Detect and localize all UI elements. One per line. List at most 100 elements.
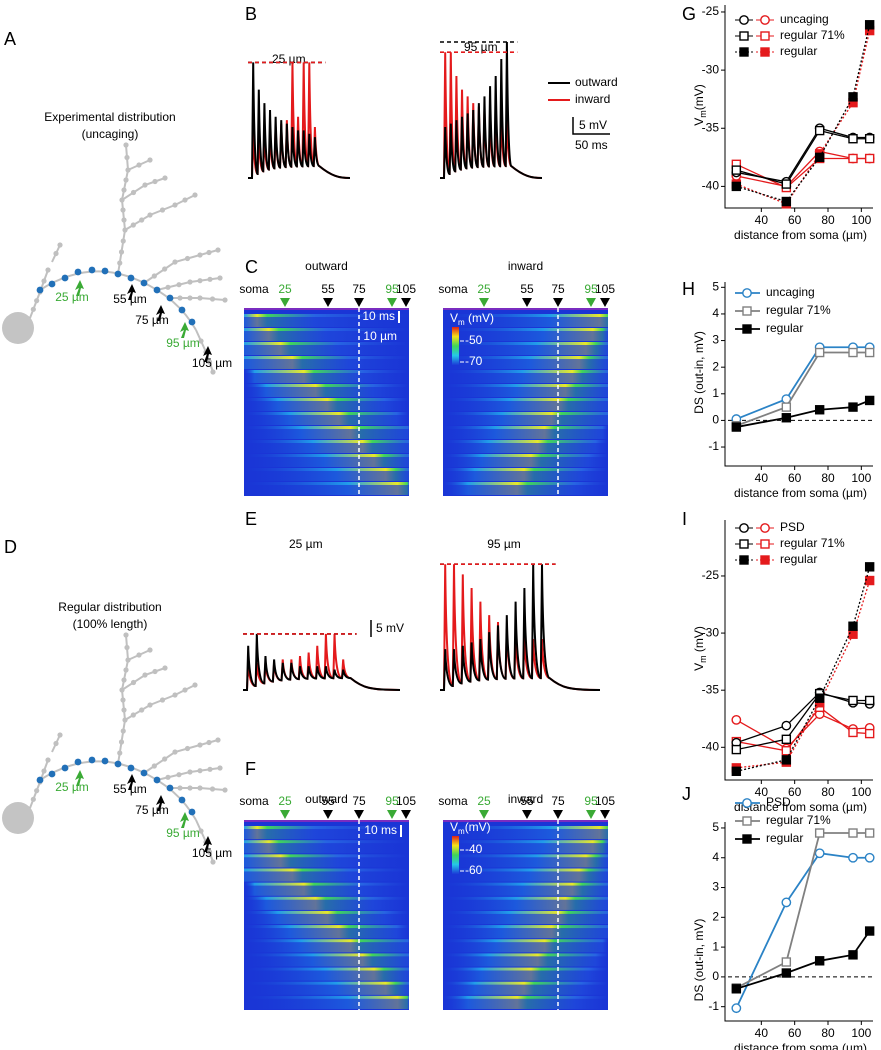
- heat-band: [443, 896, 608, 900]
- spine-site: [187, 785, 193, 791]
- stimulated-site: [166, 784, 174, 792]
- heat-glow: [244, 857, 409, 868]
- heat-band: [443, 925, 608, 929]
- spine-site: [197, 768, 203, 774]
- marker: [864, 926, 875, 936]
- spine-site: [197, 785, 203, 791]
- stimulated-site: [153, 286, 161, 294]
- heat-glow: [443, 970, 608, 981]
- heat-glow: [244, 899, 409, 910]
- spine-site: [139, 217, 145, 223]
- spine-site: [192, 682, 198, 688]
- marker: [739, 539, 749, 549]
- spine-site: [162, 175, 168, 181]
- y-axis-label-part: m: [698, 655, 708, 663]
- heat-glow: [443, 928, 608, 939]
- y-tick-label: 2: [712, 909, 719, 923]
- site-label: 75 µm: [135, 313, 169, 327]
- panel-label: D: [4, 537, 17, 557]
- y-tick-label: -30: [702, 62, 720, 76]
- site-label: 55 µm: [113, 782, 147, 796]
- spine-site: [57, 242, 63, 248]
- data-line: [736, 566, 871, 772]
- heat-glow: [443, 317, 608, 327]
- map-tick-label: 95: [584, 282, 598, 296]
- spine-site: [123, 177, 129, 183]
- marker: [814, 405, 825, 415]
- scale-label: 5 mV: [376, 621, 404, 635]
- panel-label: E: [245, 509, 257, 529]
- scale-label: 10 ms: [362, 309, 395, 323]
- spine-site: [121, 217, 127, 223]
- spine-site: [152, 178, 158, 185]
- axes: [724, 282, 873, 467]
- marker: [739, 15, 749, 25]
- marker: [814, 125, 825, 136]
- x-tick-label: 60: [788, 1026, 802, 1040]
- spine-site: [120, 697, 126, 703]
- scale-label: 50 ms: [575, 138, 608, 152]
- panel-label: A: [4, 29, 16, 49]
- heat-top: [443, 308, 608, 310]
- spine-site: [197, 742, 203, 748]
- legend-label: regular: [780, 552, 817, 566]
- colorbar-tick-label: -70: [465, 354, 483, 368]
- y-tick-label: -35: [702, 682, 720, 696]
- legend-label: inward: [575, 92, 610, 106]
- heat-band: [443, 482, 608, 485]
- heat-band: [443, 967, 608, 971]
- marker: [760, 555, 770, 565]
- legend-label: regular 71%: [766, 813, 831, 827]
- heat-band: [244, 356, 409, 359]
- stimulated-site: [114, 270, 122, 278]
- x-tick-label: 60: [788, 471, 802, 485]
- spine-site: [215, 247, 221, 253]
- y-axis-label-part: (mV): [692, 84, 706, 110]
- y-tick-label: 2: [712, 359, 719, 373]
- spine-site: [182, 687, 188, 693]
- stimulated-site: [74, 758, 82, 766]
- heat-glow: [443, 345, 608, 355]
- marker: [731, 422, 742, 432]
- x-axis-label: distance from soma (µm): [734, 228, 867, 242]
- trace-title: 25 µm: [289, 537, 323, 551]
- stimulated-site: [140, 279, 148, 287]
- spine-site: [120, 238, 126, 244]
- stimulated-site: [140, 769, 148, 777]
- marker: [864, 153, 875, 164]
- scale-label: 10 µm: [363, 329, 397, 343]
- map-tick: [479, 810, 489, 819]
- spine-site: [151, 763, 157, 769]
- heat-band: [443, 440, 608, 443]
- y-tick-label: 3: [712, 333, 719, 347]
- voltage-trace: [243, 633, 401, 691]
- heat-glow: [443, 429, 608, 439]
- map-tick-label: soma: [438, 794, 468, 808]
- marker: [731, 744, 742, 755]
- legend-label: uncaging: [780, 12, 829, 26]
- site-label: 95 µm: [166, 336, 200, 350]
- spine-site: [147, 702, 153, 708]
- heat-band: [244, 398, 409, 401]
- trace-title: 25 µm: [272, 52, 306, 66]
- spine-site: [184, 745, 191, 752]
- stimulated-site: [36, 286, 44, 294]
- y-tick-label: 5: [712, 820, 719, 834]
- heat-glow: [244, 871, 409, 882]
- y-axis-label: Vm (mV): [692, 626, 708, 671]
- site-arrow: [156, 305, 165, 321]
- marker: [864, 852, 875, 863]
- map-tick: [586, 810, 596, 819]
- marker: [864, 395, 875, 406]
- spine-site: [41, 768, 47, 774]
- heat-glow: [443, 485, 608, 495]
- marker: [781, 734, 792, 745]
- marker: [731, 181, 742, 192]
- heat-top: [244, 308, 409, 310]
- heat-band: [443, 426, 608, 429]
- site-arrow: [127, 774, 136, 790]
- marker: [814, 828, 825, 838]
- heat-band: [443, 370, 608, 373]
- soma: [2, 312, 34, 344]
